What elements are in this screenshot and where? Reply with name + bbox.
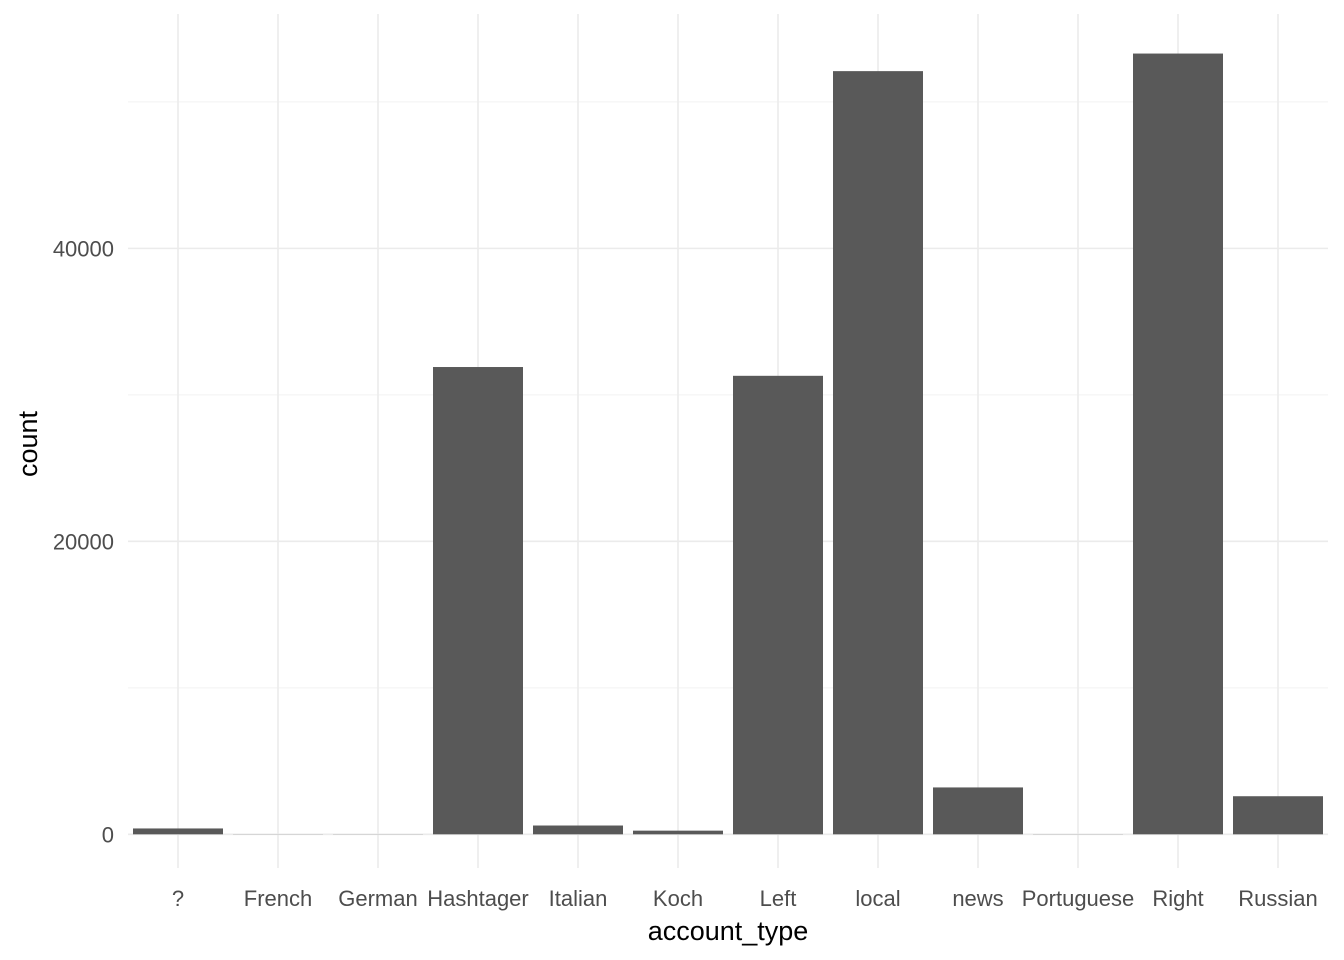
x-tick-label: Right	[1152, 886, 1203, 911]
bar-hashtager	[433, 367, 523, 835]
x-tick-label: Russian	[1238, 886, 1317, 911]
x-tick-label: French	[244, 886, 312, 911]
bar-	[133, 828, 223, 835]
x-tick-label: Koch	[653, 886, 703, 911]
bar-local	[833, 71, 923, 835]
bars	[133, 53, 1323, 835]
y-tick-label: 20000	[53, 529, 114, 554]
minor-gridlines	[128, 101, 1328, 689]
bar-right	[1133, 53, 1223, 835]
x-tick-label: ?	[172, 886, 184, 911]
x-tick-label: news	[952, 886, 1003, 911]
bar-italian	[533, 825, 623, 835]
bar-news	[933, 787, 1023, 835]
bar-russian	[1233, 796, 1323, 835]
bar-left	[733, 375, 823, 835]
x-tick-label: Italian	[549, 886, 608, 911]
x-tick-label: German	[338, 886, 417, 911]
x-tick-label: local	[855, 886, 900, 911]
y-tick-label: 0	[102, 822, 114, 847]
x-tick-label: Portuguese	[1022, 886, 1135, 911]
bar-koch	[633, 830, 723, 835]
x-tick-label: Left	[760, 886, 797, 911]
y-tick-label: 40000	[53, 236, 114, 261]
y-axis-title: count	[13, 410, 43, 477]
y-axis-tick-labels: 0 20000 40000	[53, 236, 114, 847]
x-axis-title: account_type	[648, 916, 809, 946]
x-tick-label: Hashtager	[427, 886, 529, 911]
x-axis-tick-labels: ? French German Hashtager Italian Koch Left loc…	[172, 886, 1318, 911]
